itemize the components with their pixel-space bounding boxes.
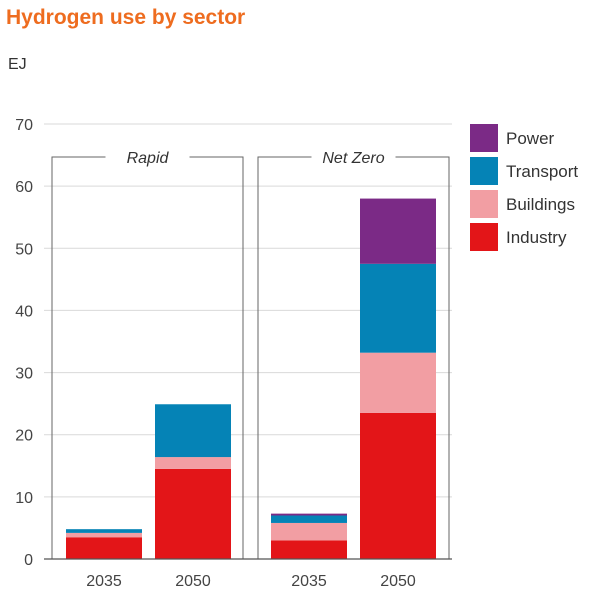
bar-segment-transport xyxy=(271,515,347,523)
bar-segment-industry xyxy=(155,468,231,559)
x-tick-label: 2035 xyxy=(86,573,122,590)
legend-swatch xyxy=(470,124,498,152)
axes: 0 10 20 30 40 50 60 70 2035 2050 2035 2050 xyxy=(15,117,452,590)
legend-label: Industry xyxy=(506,228,567,247)
x-tick-label: 2035 xyxy=(291,573,327,590)
scenario-label: Net Zero xyxy=(322,150,384,167)
legend-label: Buildings xyxy=(506,195,575,214)
bar-segment-buildings xyxy=(360,352,436,413)
bar-segment-industry xyxy=(271,540,347,559)
y-tick-label: 60 xyxy=(15,179,33,196)
legend-swatch xyxy=(470,157,498,185)
scenario-frame xyxy=(51,156,244,559)
y-axis-unit-label: EJ xyxy=(8,56,27,73)
y-tick-label: 10 xyxy=(15,490,33,507)
scenario-frames: Rapid Net Zero xyxy=(51,150,450,559)
legend-swatch xyxy=(470,223,498,251)
y-tick-label: 30 xyxy=(15,366,33,383)
scenario-label: Rapid xyxy=(127,150,170,167)
legend-swatch xyxy=(470,190,498,218)
bar-segment-industry xyxy=(66,537,142,559)
chart-title: Hydrogen use by sector xyxy=(6,6,246,29)
y-tick-label: 20 xyxy=(15,428,33,445)
y-tick-label: 40 xyxy=(15,303,33,320)
x-tick-label: 2050 xyxy=(380,573,416,590)
y-tick-label: 50 xyxy=(15,241,33,258)
scenario-frame xyxy=(257,156,450,559)
bar-segment-transport xyxy=(66,529,142,533)
bars xyxy=(66,198,436,559)
bar-segment-transport xyxy=(155,404,231,458)
bar-segment-buildings xyxy=(271,522,347,541)
legend-label: Power xyxy=(506,129,555,148)
bar-segment-industry xyxy=(360,412,436,559)
bar-segment-buildings xyxy=(155,457,231,469)
y-tick-label: 0 xyxy=(24,552,33,569)
bar-segment-power xyxy=(271,513,347,516)
bar-segment-power xyxy=(360,198,436,264)
bar-segment-transport xyxy=(360,263,436,353)
legend-label: Transport xyxy=(506,162,578,181)
bar-segment-buildings xyxy=(66,532,142,538)
x-tick-label: 2050 xyxy=(175,573,211,590)
y-tick-label: 70 xyxy=(15,117,33,134)
legend: Power Transport Buildings Industry xyxy=(470,124,578,251)
